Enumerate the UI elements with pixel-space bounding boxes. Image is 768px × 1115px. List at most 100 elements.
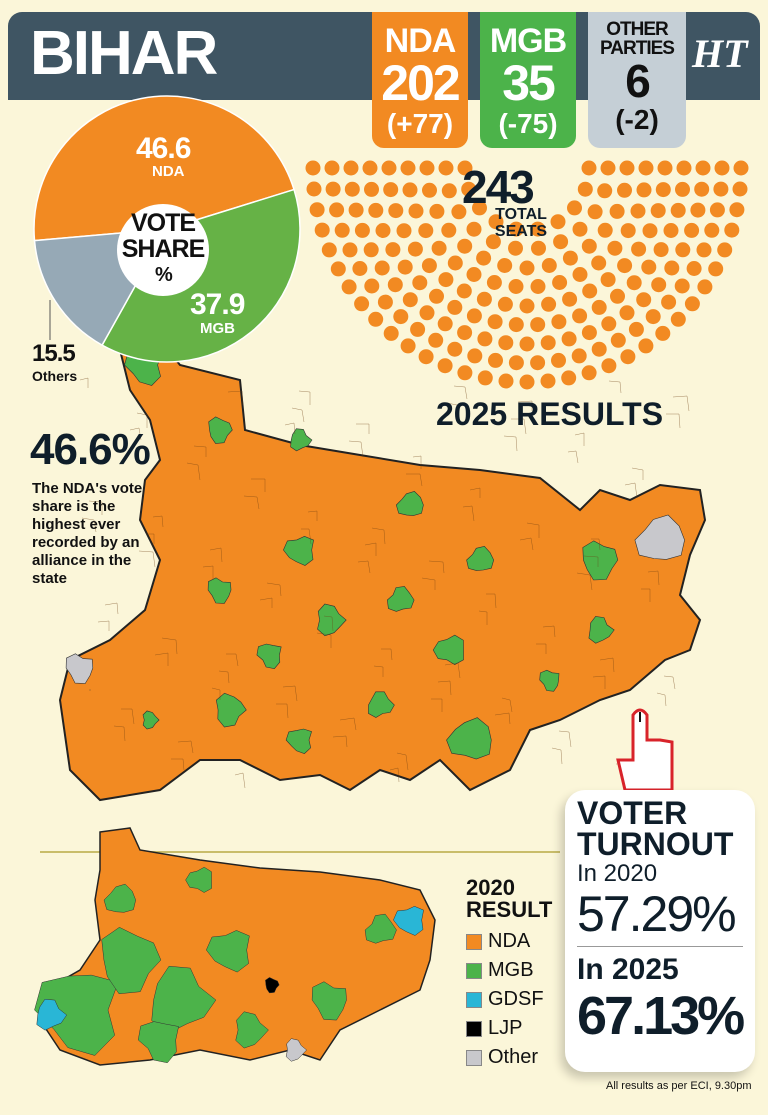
seat-dot <box>530 355 546 371</box>
gdsf-constituency <box>36 998 68 1031</box>
seat-dot <box>642 223 658 239</box>
mgb-constituency <box>588 616 615 644</box>
seat-dot <box>619 305 635 321</box>
seat-dot <box>456 283 472 299</box>
seat-dot <box>591 255 607 271</box>
seat-dot <box>577 181 593 197</box>
seat-dot <box>477 370 493 386</box>
seat-dot <box>441 183 457 199</box>
constituency-border <box>97 620 110 631</box>
gdsf-constituency <box>393 906 424 936</box>
mgb-constituency-2020 <box>364 913 397 944</box>
map-2025 <box>58 338 707 802</box>
seat-dot <box>675 242 691 258</box>
seat-dot <box>636 182 652 198</box>
seat-dot <box>354 222 370 238</box>
constituency-border <box>631 467 644 480</box>
seat-dot <box>587 204 603 220</box>
seat-dot <box>488 352 503 368</box>
seat-dot <box>670 202 686 218</box>
seat-dot <box>400 338 416 354</box>
seat-dot <box>519 374 535 390</box>
constituency-border <box>113 725 126 742</box>
seat-dot <box>363 242 379 258</box>
constituency-border <box>624 482 638 499</box>
seat-dot <box>377 294 393 310</box>
seat-dot <box>653 242 669 258</box>
seat-dot <box>387 277 403 293</box>
nda-label: NDA <box>384 22 457 60</box>
constituency-border <box>583 555 599 567</box>
mgb-constituency <box>208 416 233 444</box>
constituency-border <box>371 527 386 545</box>
legend-item-gdsf: GDSF <box>466 985 556 1014</box>
constituency-border <box>211 687 221 700</box>
seat-dot <box>324 160 340 176</box>
seat-dot <box>407 241 423 257</box>
seat-dot <box>508 240 523 256</box>
mgb-constituency-2020 <box>103 883 136 913</box>
constituency-border <box>663 675 676 690</box>
legend-2020: 2020 RESULT NDA MGB GDSF LJP Other <box>466 877 556 1072</box>
constituency-border <box>511 418 527 435</box>
seat-dot <box>519 336 535 352</box>
seat-dot <box>597 183 613 199</box>
seat-dot <box>581 238 597 254</box>
constituency-border <box>501 697 513 713</box>
constituency-border <box>332 735 348 748</box>
mgb-seat-box: MGB 35 (-75) <box>480 12 576 148</box>
mgb-constituency <box>395 491 424 516</box>
seat-dot <box>508 317 524 333</box>
seat-dot <box>531 240 546 256</box>
seat-dot <box>651 277 667 293</box>
constituency-border <box>266 582 282 597</box>
seat-dot <box>412 275 428 291</box>
constituency-border <box>154 652 169 666</box>
seat-dot <box>402 292 418 308</box>
constituency-border <box>284 422 296 435</box>
constituency-border <box>469 487 481 498</box>
constituency-border <box>79 377 89 388</box>
mgb-constituency <box>142 710 160 730</box>
seat-dot <box>530 279 546 294</box>
callout-value: 46.6% <box>30 425 151 474</box>
vote-share-unit: % <box>155 264 173 286</box>
constituency-border <box>357 560 371 574</box>
seat-dot <box>676 160 692 176</box>
constituency-border <box>558 730 572 748</box>
constituency-border <box>421 577 436 590</box>
seat-dot <box>675 181 690 197</box>
constituency-border <box>243 495 260 510</box>
constituency-border <box>226 653 239 667</box>
seat-dot <box>562 291 578 307</box>
seat-dot <box>477 331 493 347</box>
seat-dot <box>306 181 322 197</box>
constituency-border <box>316 632 332 648</box>
seat-dot <box>541 296 557 312</box>
seat-dot <box>717 242 733 258</box>
voting-finger-icon <box>616 708 674 792</box>
seat-dot <box>374 260 390 276</box>
seat-dot <box>438 272 454 288</box>
seat-dot <box>607 240 623 256</box>
seat-dot <box>552 275 568 290</box>
legend-label: Other <box>488 1046 539 1068</box>
seat-dot <box>487 314 503 330</box>
seat-dot <box>457 160 473 176</box>
seat-dot <box>408 203 424 219</box>
seat-dot <box>620 223 636 239</box>
seat-dot <box>729 202 745 218</box>
seat-dot <box>609 203 625 219</box>
constituency-border <box>551 747 563 765</box>
constituency-border <box>81 517 97 533</box>
seat-dot <box>641 259 657 275</box>
constituency-border <box>656 692 667 707</box>
constituency-border <box>193 445 207 457</box>
constituency-border <box>536 643 547 654</box>
constituency-border <box>364 542 377 556</box>
seat-dot <box>617 182 632 198</box>
mgb-constituency <box>539 669 560 692</box>
footnote: All results as per ECI, 9.30pm <box>606 1080 752 1092</box>
ht-logo: HT <box>692 31 748 76</box>
constituency-border <box>486 593 497 609</box>
